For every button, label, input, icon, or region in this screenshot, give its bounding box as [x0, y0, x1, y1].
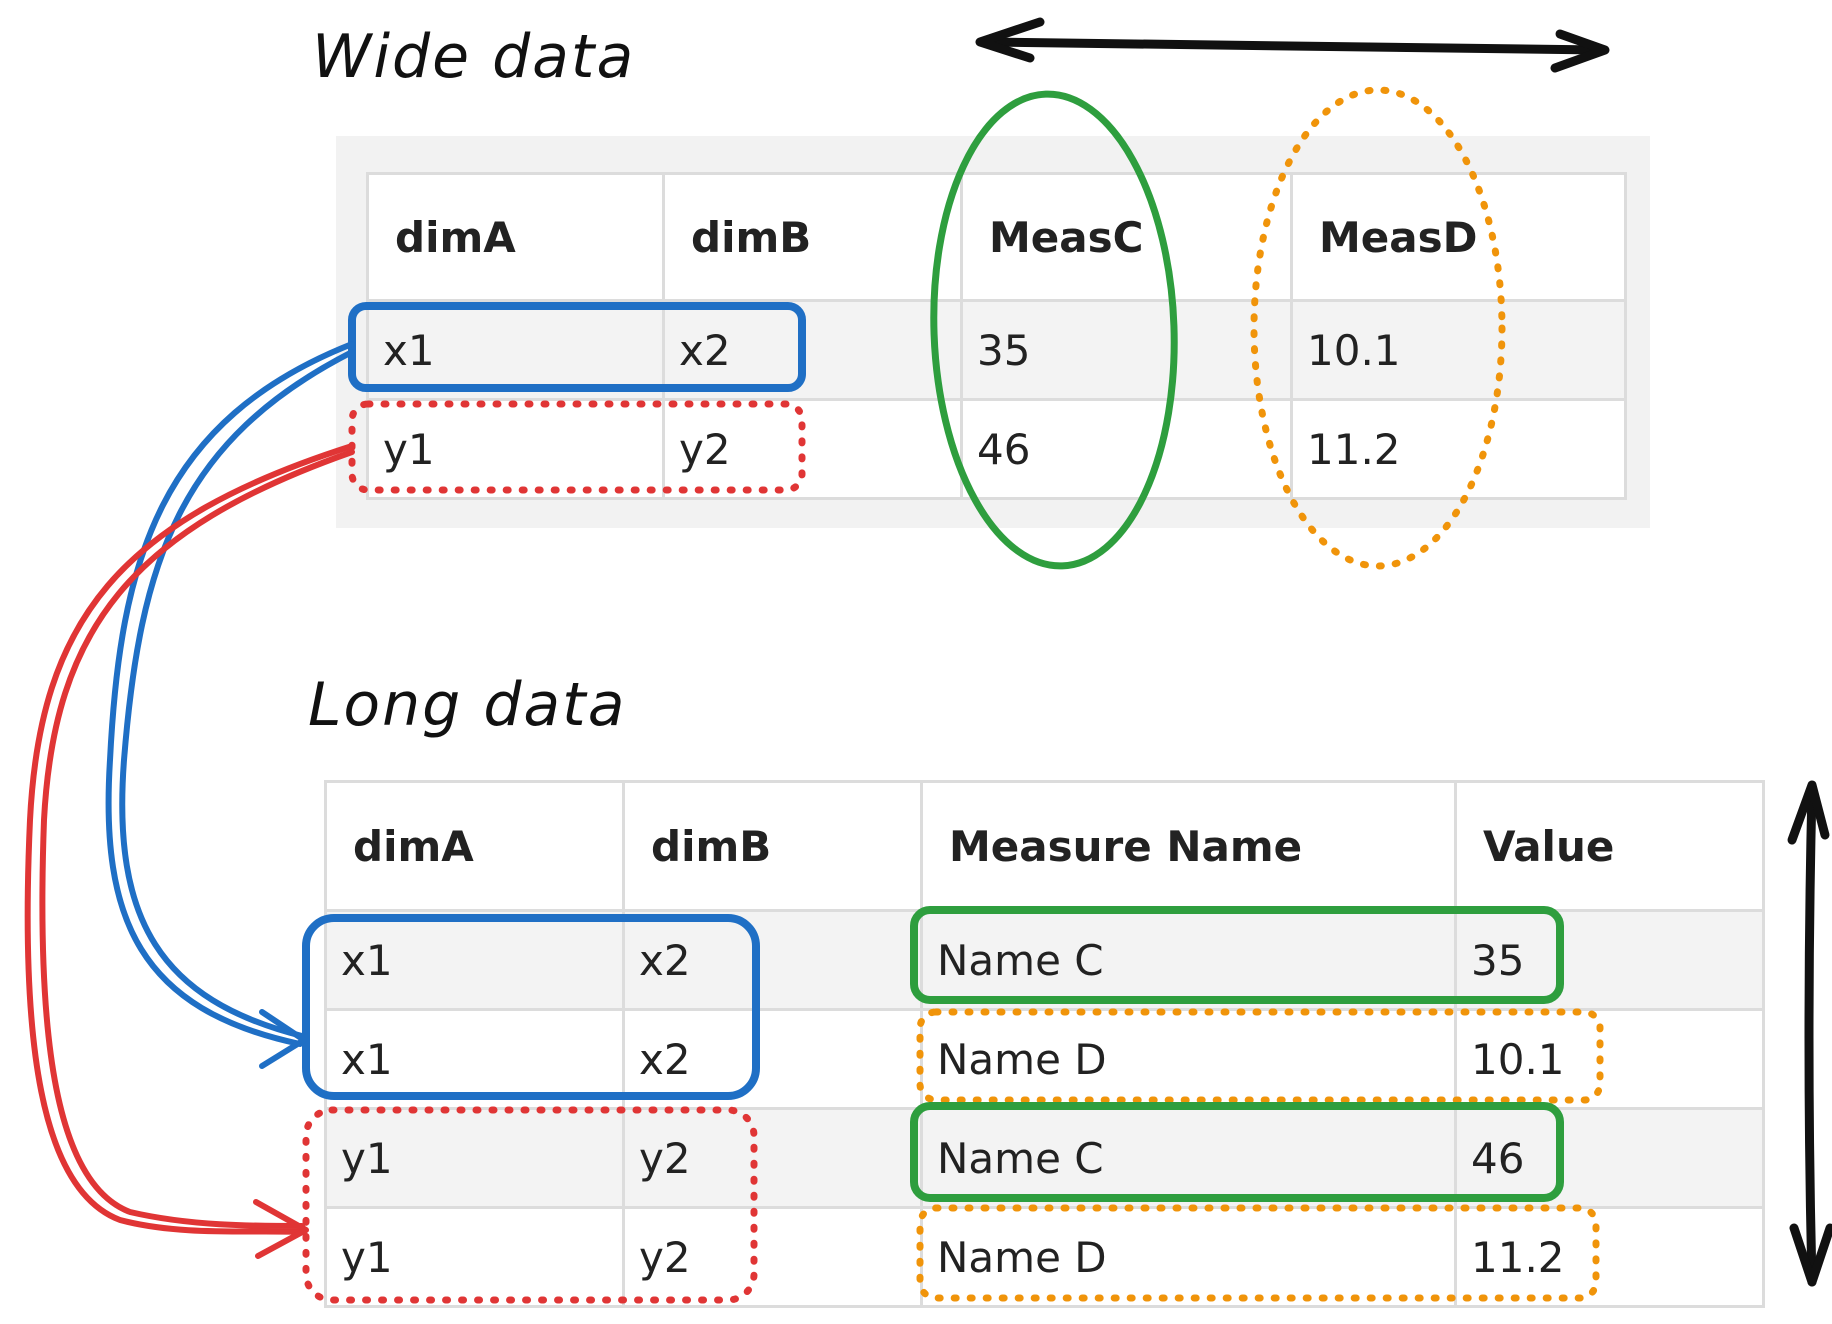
long-cell: 35	[1454, 909, 1765, 1011]
long-header-dimB: dimB	[622, 780, 923, 912]
wide-header-dimA: dimA	[366, 172, 665, 302]
long-data-title: Long data	[308, 670, 627, 740]
long-cell: 46	[1454, 1107, 1765, 1209]
long-cell: x2	[622, 909, 923, 1011]
long-cell: x1	[324, 1008, 625, 1110]
long-cell: y2	[622, 1107, 923, 1209]
wide-table: dimA dimB MeasC MeasD x1 x2 35 10.1 y1 y…	[366, 172, 1627, 500]
wide-cell: x2	[662, 299, 963, 401]
wide-header-dimB: dimB	[662, 172, 963, 302]
long-cell: y1	[324, 1206, 625, 1308]
long-cell: Name C	[920, 909, 1457, 1011]
wide-header-row: dimA dimB MeasC MeasD	[366, 172, 1627, 302]
table-row: x1 x2 Name D 10.1	[324, 1008, 1765, 1110]
long-header-measure-name: Measure Name	[920, 780, 1457, 912]
wide-cell: y1	[366, 398, 665, 500]
long-cell: 11.2	[1454, 1206, 1765, 1308]
vertical-double-arrow	[1787, 780, 1832, 1287]
long-cell: y2	[622, 1206, 923, 1308]
long-header-row: dimA dimB Measure Name Value	[324, 780, 1765, 912]
long-header-dimA: dimA	[324, 780, 625, 912]
long-cell: x1	[324, 909, 625, 1011]
wide-cell: 46	[960, 398, 1293, 500]
wide-cell: x1	[366, 299, 665, 401]
table-row: y1 y2 46 11.2	[366, 398, 1627, 500]
long-cell: x2	[622, 1008, 923, 1110]
table-row: x1 x2 35 10.1	[366, 299, 1627, 401]
long-cell: Name C	[920, 1107, 1457, 1209]
table-row: x1 x2 Name C 35	[324, 909, 1765, 1011]
long-cell: y1	[324, 1107, 625, 1209]
long-table: dimA dimB Measure Name Value x1 x2 Name …	[324, 780, 1765, 1308]
wide-cell: y2	[662, 398, 963, 500]
wide-cell: 10.1	[1290, 299, 1627, 401]
long-cell: 10.1	[1454, 1008, 1765, 1110]
wide-data-title: Wide data	[312, 22, 636, 92]
long-header-value: Value	[1454, 780, 1765, 912]
long-cell: Name D	[920, 1008, 1457, 1110]
wide-cell: 11.2	[1290, 398, 1627, 500]
wide-cell: 35	[960, 299, 1293, 401]
wide-header-measC: MeasC	[960, 172, 1293, 302]
table-row: y1 y2 Name C 46	[324, 1107, 1765, 1209]
table-row: y1 y2 Name D 11.2	[324, 1206, 1765, 1308]
red-curved-arrow	[24, 443, 355, 1259]
wide-header-measD: MeasD	[1290, 172, 1627, 302]
horizontal-double-arrow	[975, 17, 1610, 73]
long-cell: Name D	[920, 1206, 1457, 1308]
